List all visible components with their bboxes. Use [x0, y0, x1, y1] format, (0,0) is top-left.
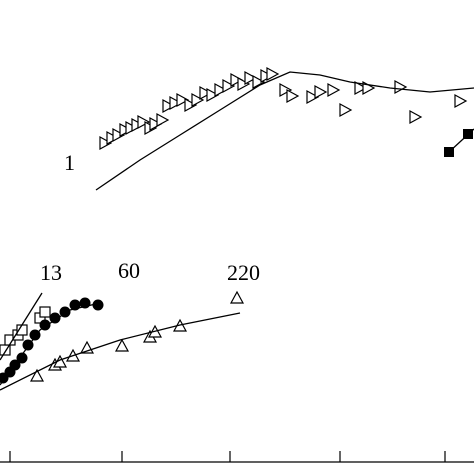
point	[99, 135, 113, 151]
point	[409, 109, 423, 125]
point	[169, 95, 183, 111]
point	[39, 306, 51, 318]
point	[206, 87, 220, 103]
point	[112, 127, 126, 143]
fit-line	[0, 302, 101, 386]
point	[162, 98, 176, 114]
fit-line	[0, 292, 43, 361]
point	[92, 299, 104, 311]
annotation: 220	[227, 260, 260, 285]
point	[266, 66, 280, 82]
point	[191, 92, 205, 108]
point	[339, 102, 353, 118]
annotation: 13	[40, 260, 62, 285]
point	[49, 312, 61, 324]
point	[16, 352, 28, 364]
point	[156, 112, 170, 128]
point	[176, 92, 190, 108]
point	[214, 82, 228, 98]
point	[184, 97, 198, 113]
annotation: 60	[118, 258, 140, 283]
point	[149, 116, 163, 132]
point	[286, 88, 300, 104]
point	[314, 84, 328, 100]
point	[306, 89, 320, 105]
point	[222, 78, 236, 94]
fit-line	[0, 312, 241, 391]
point	[327, 82, 341, 98]
point	[29, 368, 45, 382]
point	[279, 82, 293, 98]
point	[237, 76, 251, 92]
point	[114, 338, 130, 352]
point	[137, 114, 151, 130]
point	[454, 93, 468, 109]
point	[252, 74, 266, 90]
point	[229, 290, 245, 304]
annotation: 1	[64, 150, 75, 175]
point	[199, 85, 213, 101]
point	[230, 72, 244, 88]
point	[244, 70, 258, 86]
point	[394, 79, 408, 95]
point	[354, 80, 368, 96]
fit-line	[95, 71, 474, 191]
fit-line	[448, 128, 474, 153]
